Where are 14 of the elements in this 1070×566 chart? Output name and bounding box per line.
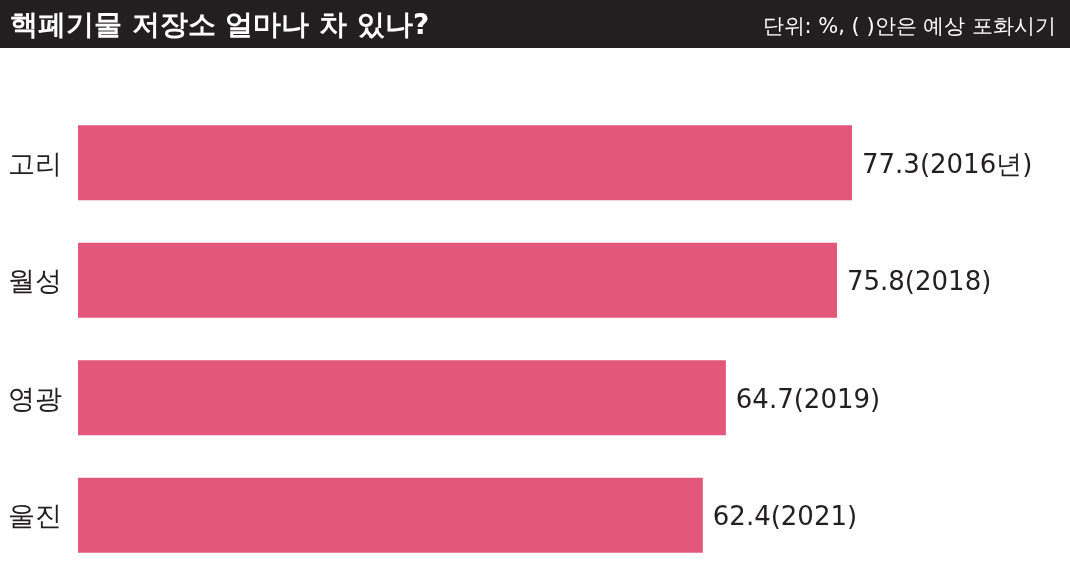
text: 단위: %, ( )안은 예상 포화시기: [762, 14, 1056, 38]
y-tick-label: 영광: [8, 382, 62, 414]
y-tick-label: 월성: [8, 265, 62, 297]
y-tick-label: 울진: [8, 500, 62, 532]
data-label: 77.3(2016년): [862, 148, 1033, 179]
data-label: 62.4(2021): [712, 501, 858, 532]
bar: [78, 477, 703, 553]
data-label: 75.8(2018): [846, 266, 992, 297]
bar: [78, 242, 837, 318]
bar: [78, 360, 726, 436]
bar: [78, 125, 852, 201]
data-label: 64.7(2019): [735, 383, 881, 414]
chart-title: 핵폐기물 저장소 얼마나 차 있나?: [10, 8, 430, 41]
y-tick-label: 고리: [8, 147, 62, 179]
